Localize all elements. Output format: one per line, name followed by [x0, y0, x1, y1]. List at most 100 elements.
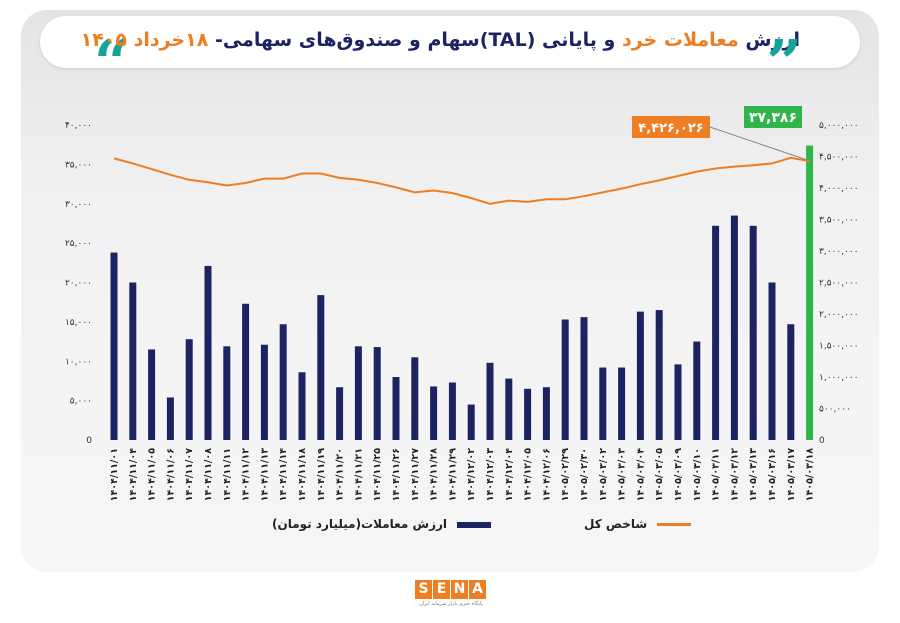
index-line [113, 156, 810, 205]
bar [505, 378, 513, 440]
x-tick-label: ۱۴۰۵/۰۳/۱۳ [748, 448, 759, 502]
bar [166, 397, 174, 440]
bar [185, 339, 193, 440]
bar [486, 362, 494, 440]
logo-letter: E [433, 580, 450, 599]
bar [110, 252, 118, 440]
title-part-4: ۱۸خرداد ۱۴۰۵ [80, 29, 209, 51]
x-tick-label: ۱۴۰۴/۱۲/۰۵ [523, 448, 534, 502]
bar [768, 282, 776, 440]
leader-line [709, 126, 808, 161]
x-tick-label: ۱۴۰۴/۱۱/۰۵ [147, 448, 158, 502]
right-tick-label: ۱,۵۰۰,۰۰۰ [819, 342, 859, 352]
legend-bar-swatch [457, 521, 492, 528]
bar [524, 388, 532, 440]
bar [298, 372, 306, 440]
bar [561, 319, 569, 440]
bar [542, 387, 550, 440]
left-axis-ticks: 0 ۵,۰۰۰ ۱۰,۰۰۰ ۱۵,۰۰۰ ۲۰,۰۰۰ ۲۵,۰۰۰ ۳۰,۰۰۰ ۳۵,۰… [65, 121, 92, 446]
right-tick-label: 0 [819, 436, 825, 446]
title-part-2: معاملات خرد [621, 29, 739, 51]
x-tick-label: ۱۴۰۴/۱۱/۰۷ [184, 448, 195, 502]
x-tick-label: ۱۴۰۵/۰۳/۰۵ [654, 448, 665, 502]
bar [129, 282, 137, 440]
x-tick-label: ۱۴۰۴/۱۱/۱۳ [259, 448, 270, 502]
x-tick-label: ۱۴۰۴/۱۲/۰۶ [541, 448, 552, 501]
right-tick-label: ۳,۰۰۰,۰۰۰ [819, 247, 859, 257]
title-part-3: و پایانی (TAL)سهام و صندوق‌های سهامی- [208, 29, 622, 51]
x-tick-label: ۱۴۰۵/۰۳/۱۸ [805, 448, 816, 502]
bar [599, 367, 607, 440]
left-tick-label: ۴۰,۰۰۰ [65, 121, 92, 131]
left-tick-label: ۱۰,۰۰۰ [65, 357, 92, 367]
x-tick-label: ۱۴۰۴/۱۲/۰۳ [485, 448, 496, 502]
left-tick-label: ۲۰,۰۰۰ [65, 279, 92, 289]
x-tick-label: ۱۴۰۴/۱۱/۱۹ [316, 448, 327, 502]
bar [712, 225, 720, 440]
bar [411, 357, 419, 440]
x-tick-label: ۱۴۰۵/۰۳/۰۴ [635, 448, 646, 502]
x-tick-label: ۱۴۰۵/۰۳/۱۶ [767, 448, 778, 501]
legend-line-label: شاخص کل [584, 517, 648, 531]
x-tick-label: ۱۴۰۴/۱۱/۰۱ [109, 448, 120, 501]
last-index-box [632, 116, 710, 138]
x-tick-label: ۱۴۰۴/۱۱/۲۷ [410, 448, 421, 502]
bar [204, 265, 212, 440]
bar [749, 225, 757, 440]
quote-close-icon: ” [766, 26, 802, 99]
bar [354, 346, 362, 440]
right-tick-label: ۴,۰۰۰,۰۰۰ [819, 184, 859, 194]
x-tick-label: ۱۴۰۴/۱۱/۲۶ [391, 448, 402, 501]
x-tick-label: ۱۴۰۴/۱۲/۰۲ [466, 448, 477, 502]
bar [467, 404, 475, 440]
right-tick-label: ۱,۰۰۰,۰۰۰ [819, 373, 859, 383]
right-axis-ticks: 0 ۵۰۰,۰۰۰ ۱,۰۰۰,۰۰۰ ۱,۵۰۰,۰۰۰ ۲,۰۰۰,۰۰۰ ۲,۵۰۰… [819, 121, 859, 446]
title-part-1: ارزش [738, 29, 800, 51]
bar [392, 377, 400, 440]
x-tick-label: ۱۴۰۵/۰۳/۱۱ [711, 448, 722, 501]
last-index-label: ۴,۴۲۶,۰۲۶ [638, 121, 703, 136]
x-tick-label: ۱۴۰۵/۰۳/۱۲ [729, 448, 740, 502]
right-tick-label: ۳,۵۰۰,۰۰۰ [819, 216, 859, 226]
x-tick-label: ۱۴۰۵/۰۳/۱۷ [786, 448, 797, 502]
legend-bars: ارزش معاملات(میلیارد تومان) [272, 517, 492, 531]
last-bar-label: ۳۷,۳۸۶ [749, 110, 797, 126]
x-axis-labels: ۱۴۰۴/۱۱/۰۱ ۱۴۰۴/۱۱/۰۴ ۱۴۰۴/۱۱/۰۵ ۱۴۰۴/۱۱/۰۶… [109, 448, 816, 502]
title-banner: “ ارزش معاملات خرد و پایانی (TAL)سهام و … [40, 16, 860, 94]
left-tick-label: ۳۰,۰۰۰ [65, 200, 92, 210]
right-tick-label: ۲,۵۰۰,۰۰۰ [819, 279, 859, 289]
x-tick-label: ۱۴۰۵/۰۲/۳۰ [579, 448, 590, 501]
bar [279, 324, 287, 440]
legend-line-swatch [657, 523, 692, 526]
bar [674, 364, 682, 440]
left-tick-label: 0 [86, 436, 92, 446]
x-tick-label: ۱۴۰۵/۰۲/۲۹ [560, 448, 571, 502]
right-tick-label: ۴,۵۰۰,۰۰۰ [819, 153, 859, 163]
right-tick-label: ۵۰۰,۰۰۰ [819, 405, 851, 415]
last-bar-box [744, 106, 802, 128]
bar [148, 349, 156, 440]
annotations: ۳۷,۳۸۶ ۴,۴۲۶,۰۲۶ [632, 106, 808, 161]
x-tick-label: ۱۴۰۴/۱۱/۲۰ [335, 448, 346, 501]
bar [373, 347, 381, 440]
left-tick-label: ۵,۰۰۰ [70, 397, 92, 407]
x-tick-label: ۱۴۰۴/۱۱/۲۱ [353, 448, 364, 501]
x-tick-label: ۱۴۰۴/۱۱/۱۱ [222, 448, 233, 501]
left-tick-label: ۱۵,۰۰۰ [65, 318, 92, 328]
legend-line: شاخص کل [584, 517, 692, 531]
x-tick-label: ۱۴۰۵/۰۳/۰۳ [617, 448, 628, 502]
bar [787, 324, 795, 440]
bar [430, 386, 438, 440]
x-tick-label: ۱۴۰۴/۱۱/۲۵ [372, 448, 383, 502]
bar [448, 382, 456, 440]
x-tick-label: ۱۴۰۴/۱۲/۰۴ [504, 448, 515, 502]
bar [636, 311, 644, 440]
bar [260, 344, 268, 440]
x-tick-label: ۱۴۰۴/۱۱/۰۸ [203, 448, 214, 502]
bar [223, 346, 231, 440]
left-tick-label: ۳۵,۰۰۰ [65, 160, 92, 170]
bar [336, 387, 344, 440]
x-tick-label: ۱۴۰۴/۱۱/۲۹ [447, 448, 458, 502]
